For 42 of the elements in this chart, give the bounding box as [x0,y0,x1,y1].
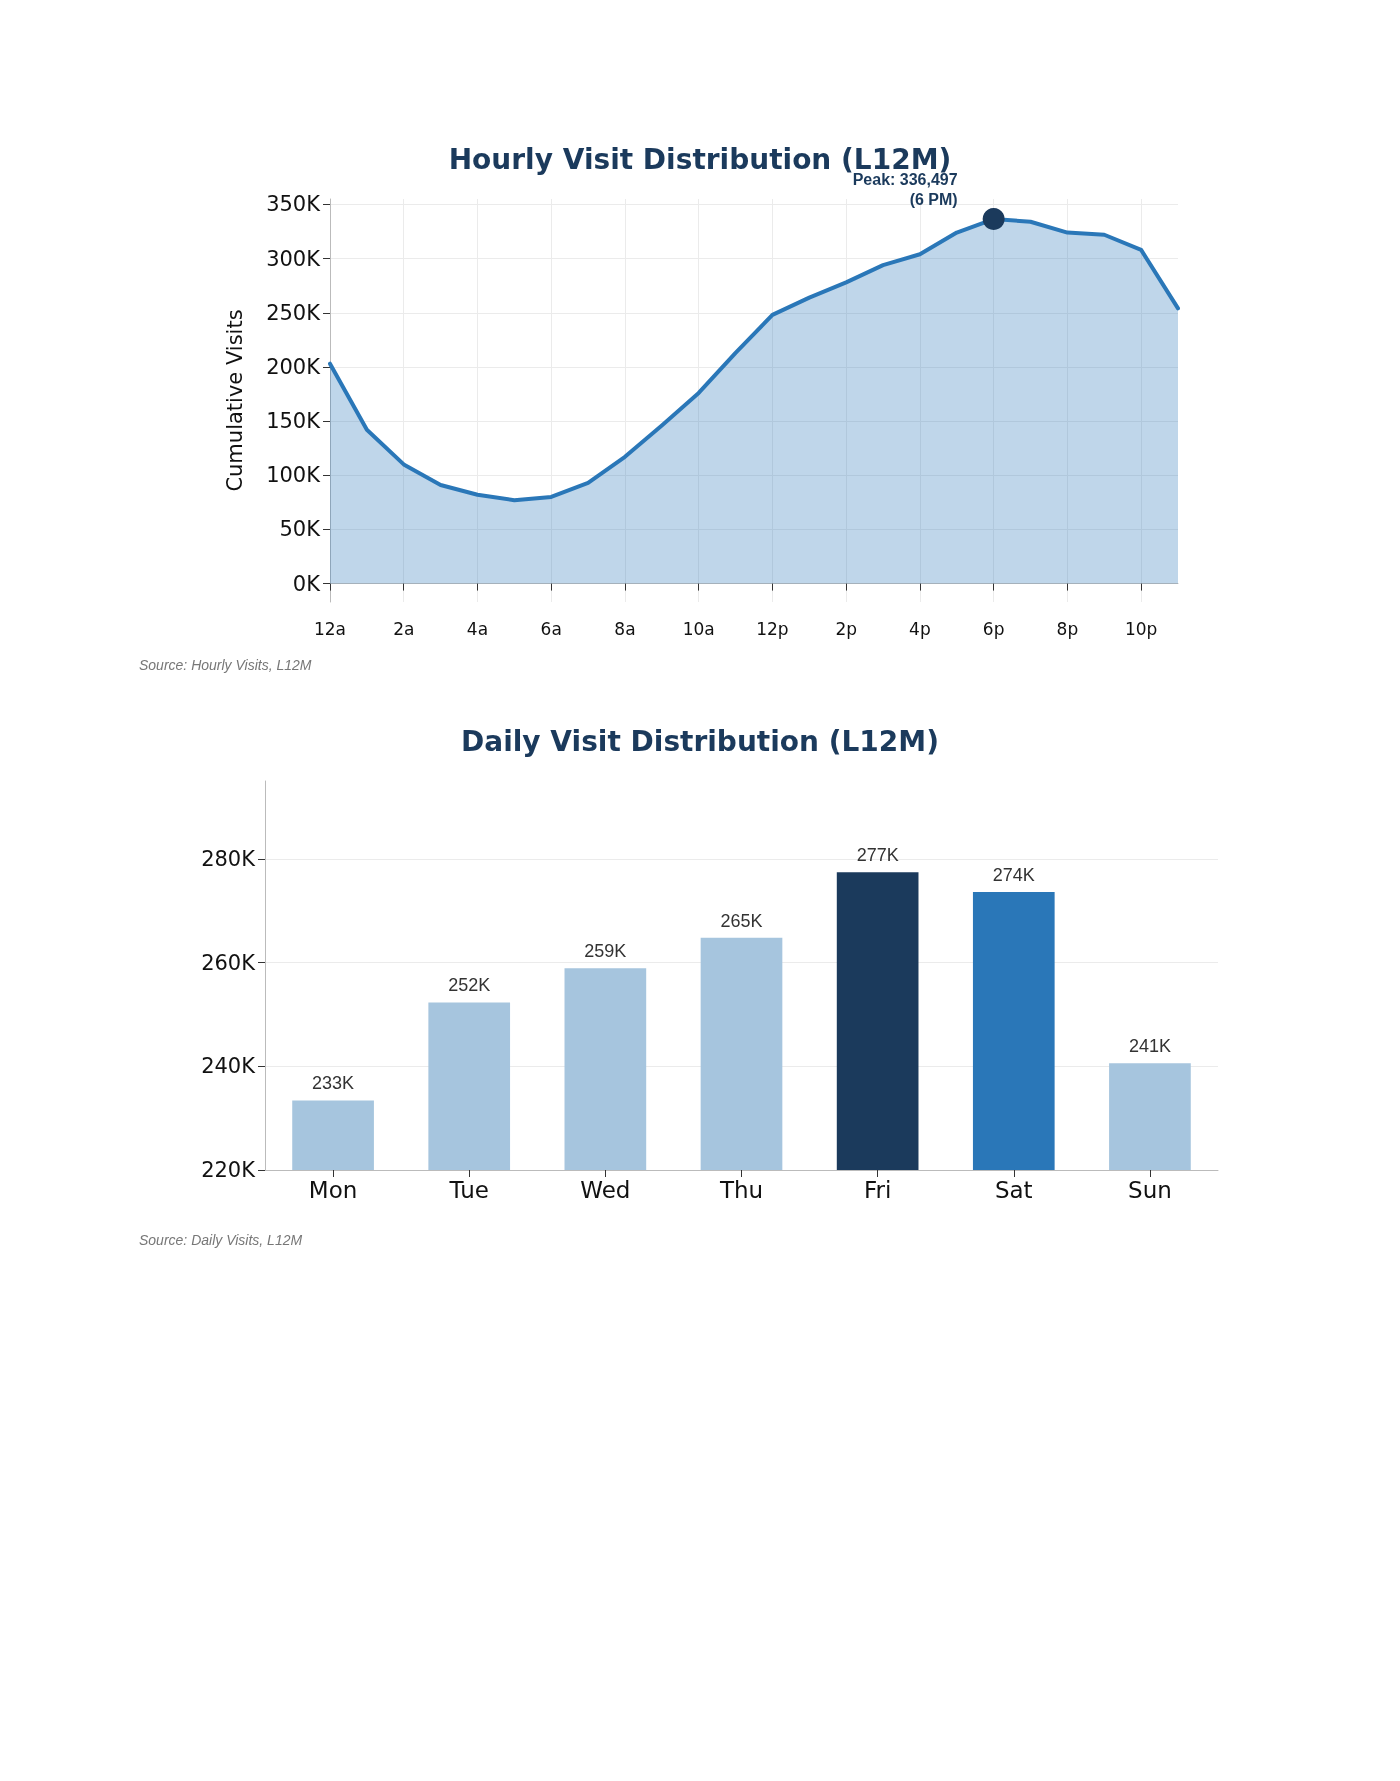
x-tick-label: 10a [682,618,715,639]
data-label: 265K [720,910,763,931]
y-tick-label: 50K [279,517,322,542]
x-tick-label: 12p [756,618,789,639]
x-tick-label: Tue [448,1176,489,1203]
x-tick-label: 2p [835,618,857,639]
x-tick-label: 4a [466,618,489,639]
x-tick-label: 2a [393,618,415,639]
data-label: 277K [856,845,899,866]
y-tick-label: 260K [201,950,257,975]
source-note: Source: Hourly Visits, L12M [139,657,312,673]
x-tick-label: Fri [863,1176,892,1203]
x-tick-label: 10p [1124,618,1158,639]
x-tick-label: 6a [540,618,562,639]
y-tick-label: 250K [266,300,322,325]
y-tick-label: 150K [266,409,322,434]
data-label: 252K [448,975,491,996]
x-tick-label: Thu [718,1176,764,1203]
x-tick-label: Mon [308,1176,358,1203]
x-tick-label: Sun [1128,1176,1172,1203]
data-label: 274K [992,864,1035,885]
y-tick-label: 280K [201,846,257,871]
x-tick-label: Wed [580,1176,631,1203]
data-label: 241K [1128,1036,1171,1057]
y-tick-label: 300K [266,246,322,271]
y-tick-label: 220K [201,1158,257,1182]
x-tick-label: Sat [994,1176,1033,1203]
y-tick-label: 240K [201,1054,257,1079]
x-tick-label: 8a [614,618,636,639]
x-tick-label: 8p [1056,618,1079,639]
y-tick-label: 350K [266,192,322,217]
y-tick-label: 200K [266,354,322,379]
x-tick-label: 12a [313,618,347,639]
chart-title: Daily Visit Distribution (L12M) [461,724,939,758]
source-note: Source: Daily Visits, L12M [139,1232,303,1248]
y-tick-label: 100K [266,463,322,488]
x-tick-label: 4p [909,618,931,639]
data-label: 259K [584,941,627,962]
data-label: 233K [312,1073,355,1094]
y-axis-title: Cumulative Visits [222,309,247,492]
y-tick-label: 0K [292,571,322,596]
x-tick-label: 6p [982,618,1005,639]
